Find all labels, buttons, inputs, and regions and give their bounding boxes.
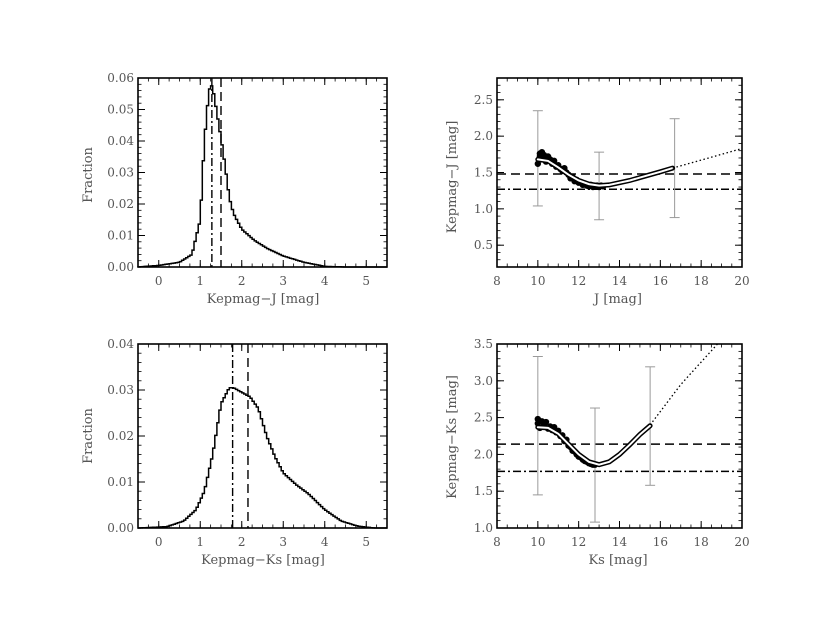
panel-hist-j-xtick-label: 2	[238, 274, 246, 288]
panel-color-ks-xtick-label: 10	[530, 535, 545, 549]
panel-color-j-xtick-label: 18	[694, 274, 709, 288]
panel-color-ks-xtick-label: 20	[734, 535, 749, 549]
panel-hist-ks-ylabel: Fraction	[81, 407, 96, 463]
panel-hist-ks-plot: 0 1 2 3 4 5 0.00 0.01 0.02 0.03 0.04	[107, 337, 388, 549]
panel-hist-ks-ytick-label: 0.00	[107, 521, 134, 535]
panel-color-j-xtick-label: 8	[493, 274, 501, 288]
panel-hist-ks-ytick-label: 0.02	[107, 429, 134, 443]
panel-hist-ks-ytick-label: 0.03	[107, 383, 134, 397]
panel-hist-j-ytick-label: 0.04	[107, 134, 134, 148]
panel-color-ks-ytick-label: 2.5	[474, 411, 493, 425]
panel-hist-j-ytick-label: 0.02	[107, 197, 134, 211]
panel-color-ks-ytick-label: 2.0	[474, 447, 493, 461]
panel-hist-j-ytick-label: 0.03	[107, 166, 134, 180]
panel-color-ks-xtick-label: 12	[571, 535, 586, 549]
panel-hist-ks-xtick-label: 4	[321, 535, 329, 549]
panel-color-ks-xtick-label: 18	[694, 535, 709, 549]
panel-hist-j-xtick-label: 1	[196, 274, 204, 288]
panel-color-ks-plot: 8 10 12 14 16 18 20 1.0 1.5 2.0 2.5 3.0 3.5	[474, 337, 750, 549]
panel-color-ks-ytick-label: 1.0	[474, 521, 493, 535]
panel-hist-j-histogram-series	[137, 85, 387, 268]
panel-hist-j-plot: 0 1 2 3 4 5 0.00 0.01 0.02 0.03 0.04 0.05 0.06	[107, 71, 388, 288]
panel-color-j: J [mag] Kepmag−J [mag]	[445, 121, 642, 307]
panel-hist-j-xtick-label: 3	[279, 274, 287, 288]
panel-hist-j-ytick-label: 0.01	[107, 229, 134, 243]
panel-color-j-data-point	[534, 160, 542, 167]
panel-color-ks-ytick-label: 3.0	[474, 374, 493, 388]
panel-hist-j-ytick-label: 0.05	[107, 103, 134, 117]
panel-color-ks-xtick-label: 16	[653, 535, 668, 549]
panel-color-j-ytick-label: 2.5	[474, 93, 493, 107]
panel-hist-ks-xtick-label: 3	[279, 535, 287, 549]
panel-hist-ks-xtick-label: 0	[155, 535, 163, 549]
panel-color-ks-xtick-label: 14	[612, 535, 628, 549]
panel-color-ks-xlabel: Ks [mag]	[588, 553, 647, 568]
panel-hist-j-ytick-label: 0.06	[107, 71, 134, 85]
panel-color-ks-fit-curve	[536, 424, 652, 466]
panel-color-j-xlabel: J [mag]	[592, 292, 642, 307]
panel-hist-ks-xtick-label: 2	[238, 535, 246, 549]
panel-color-j-xtick-label: 12	[571, 274, 586, 288]
panel-color-j-ylabel: Kepmag−J [mag]	[445, 121, 460, 234]
panel-hist-j-xtick-label: 5	[362, 274, 370, 288]
panel-hist-j-xlabel: Kepmag−J [mag]	[207, 292, 320, 307]
panel-hist-ks: Kepmag−Ks [mag] Fraction	[81, 407, 325, 568]
panel-hist-ks-xlabel: Kepmag−Ks [mag]	[201, 553, 325, 568]
panel-color-ks-ytick-label: 3.5	[474, 337, 493, 351]
panel-color-j-xtick-label: 16	[653, 274, 668, 288]
panel-hist-j-xtick-label: 4	[321, 274, 329, 288]
panel-color-j-xtick-label: 10	[530, 274, 545, 288]
panel-color-j-ytick-label: 0.5	[474, 238, 493, 252]
panel-hist-j-ytick-label: 0.00	[107, 260, 134, 274]
panel-color-ks-extrapolation	[649, 343, 718, 426]
panel-hist-ks-ytick-label: 0.04	[107, 337, 134, 351]
panel-color-j-xtick-label: 14	[612, 274, 628, 288]
panel-color-j-ytick-label: 1.0	[474, 202, 493, 216]
panel-color-j-ytick-label: 1.5	[474, 166, 493, 180]
panel-color-ks-ytick-label: 1.5	[474, 484, 493, 498]
panel-color-ks: Ks [mag] Kepmag−Ks [mag]	[445, 375, 648, 568]
panel-hist-j: Kepmag−J [mag] Fraction	[81, 146, 319, 307]
panel-color-j-ytick-label: 2.0	[474, 129, 493, 143]
panel-hist-ks-xtick-label: 1	[196, 535, 204, 549]
panel-color-j-plot: 8 10 12 14 16 18 20 0.5 1.0 1.5 2.0 2.5	[474, 77, 750, 288]
panel-hist-ks-xtick-label: 5	[362, 535, 370, 549]
panel-color-ks-data-point	[542, 418, 550, 426]
panel-color-j-fit-curve	[536, 158, 674, 187]
panel-hist-j-xtick-label: 0	[155, 274, 163, 288]
panel-hist-ks-histogram-series	[138, 386, 387, 529]
panel-color-ks-ylabel: Kepmag−Ks [mag]	[445, 375, 460, 499]
panel-color-ks-xtick-label: 8	[493, 535, 501, 549]
panel-hist-j-ylabel: Fraction	[81, 146, 96, 202]
panel-hist-ks-ytick-label: 0.01	[107, 475, 134, 489]
panel-color-j-xtick-label: 20	[734, 274, 749, 288]
